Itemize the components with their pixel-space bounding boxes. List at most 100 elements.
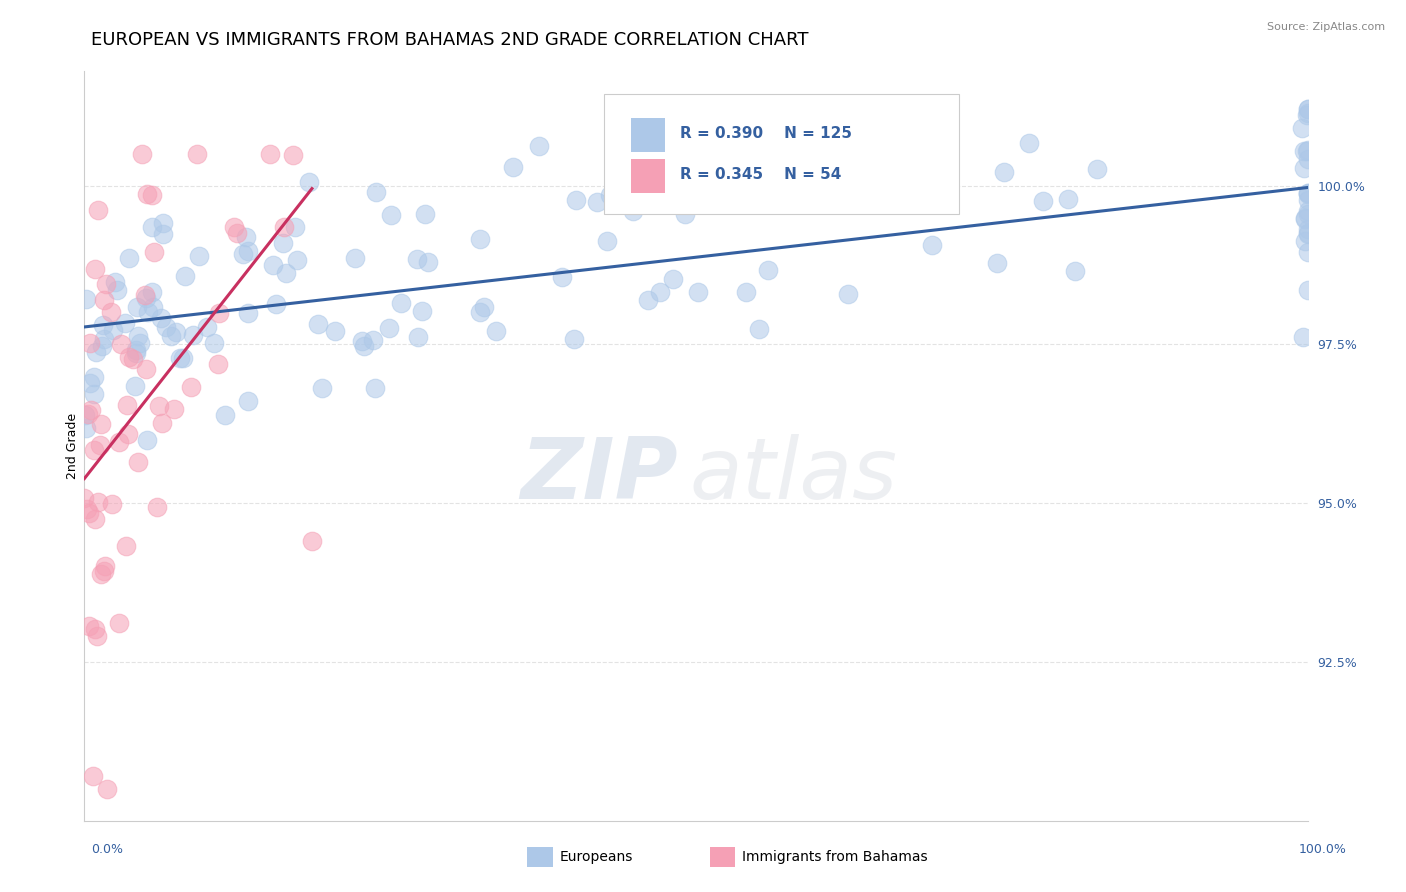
Text: EUROPEAN VS IMMIGRANTS FROM BAHAMAS 2ND GRADE CORRELATION CHART: EUROPEAN VS IMMIGRANTS FROM BAHAMAS 2ND … <box>91 31 808 49</box>
Point <box>107 283 129 297</box>
Point <box>993 165 1015 179</box>
Point <box>83 370 105 384</box>
Point <box>377 321 399 335</box>
FancyBboxPatch shape <box>605 94 959 214</box>
Point <box>155 320 177 334</box>
Point <box>141 188 163 202</box>
Point <box>1292 145 1315 159</box>
Point <box>135 362 157 376</box>
Point <box>411 303 433 318</box>
Point <box>1296 106 1319 120</box>
Point <box>673 207 696 221</box>
Point <box>125 346 148 360</box>
Point <box>1064 263 1087 277</box>
Point <box>83 387 105 401</box>
Point <box>128 335 150 350</box>
Point <box>1296 103 1319 117</box>
Point <box>214 408 236 422</box>
Point <box>100 305 122 319</box>
Point <box>79 402 101 417</box>
Point <box>127 455 149 469</box>
Point <box>131 147 153 161</box>
Point <box>134 287 156 301</box>
Point <box>837 286 859 301</box>
Text: ZIP: ZIP <box>520 434 678 517</box>
Point <box>688 285 710 299</box>
Point <box>586 195 609 210</box>
Point <box>1057 192 1080 206</box>
Point <box>149 310 172 325</box>
Bar <box>631 159 665 193</box>
Point <box>389 296 412 310</box>
Point <box>86 629 108 643</box>
Point <box>281 148 304 162</box>
Point <box>169 351 191 365</box>
Point <box>1296 187 1319 202</box>
Point <box>1296 186 1319 201</box>
Point <box>405 252 427 266</box>
Point <box>236 393 259 408</box>
Point <box>986 256 1008 270</box>
Point <box>93 332 115 346</box>
Point <box>236 306 259 320</box>
Point <box>84 511 107 525</box>
Point <box>416 254 439 268</box>
Point <box>551 270 574 285</box>
Point <box>101 497 124 511</box>
Text: Source: ZipAtlas.com: Source: ZipAtlas.com <box>1267 22 1385 32</box>
Point <box>75 421 97 435</box>
Point <box>562 332 585 346</box>
Point <box>141 220 163 235</box>
Point <box>82 769 104 783</box>
Point <box>1296 145 1319 159</box>
Point <box>104 275 127 289</box>
Point <box>262 258 284 272</box>
Point <box>323 325 346 339</box>
Point <box>202 335 225 350</box>
Point <box>94 558 117 573</box>
Bar <box>631 118 665 152</box>
Point <box>235 230 257 244</box>
Point <box>142 300 165 314</box>
Point <box>76 502 98 516</box>
Point <box>224 219 246 234</box>
Point <box>468 231 491 245</box>
Point <box>118 350 141 364</box>
Point <box>166 325 188 339</box>
Point <box>91 318 114 332</box>
Point <box>271 235 294 250</box>
Point <box>1032 194 1054 208</box>
Point <box>648 285 671 299</box>
Point <box>73 491 96 505</box>
Point <box>146 500 169 514</box>
Text: Immigrants from Bahamas: Immigrants from Bahamas <box>742 850 928 864</box>
Point <box>285 253 308 268</box>
Point <box>115 398 138 412</box>
Point <box>73 408 96 422</box>
Text: atlas: atlas <box>690 434 898 517</box>
Point <box>150 417 173 431</box>
Point <box>1296 207 1319 221</box>
Point <box>298 174 321 188</box>
Point <box>159 329 181 343</box>
Point <box>174 268 197 283</box>
Point <box>1294 234 1316 248</box>
Point <box>84 261 107 276</box>
Point <box>108 615 131 630</box>
Point <box>408 330 430 344</box>
Point <box>87 202 110 217</box>
Text: R = 0.390    N = 125: R = 0.390 N = 125 <box>681 126 852 141</box>
Point <box>661 272 683 286</box>
Point <box>84 344 107 359</box>
Point <box>114 316 136 330</box>
Point <box>1296 108 1319 122</box>
Point <box>108 434 131 449</box>
Point <box>90 417 112 431</box>
Point <box>136 433 159 447</box>
Point <box>1294 211 1316 226</box>
Point <box>90 566 112 581</box>
Point <box>1296 221 1319 235</box>
Point <box>1296 204 1319 219</box>
Point <box>565 193 588 207</box>
Point <box>148 399 170 413</box>
